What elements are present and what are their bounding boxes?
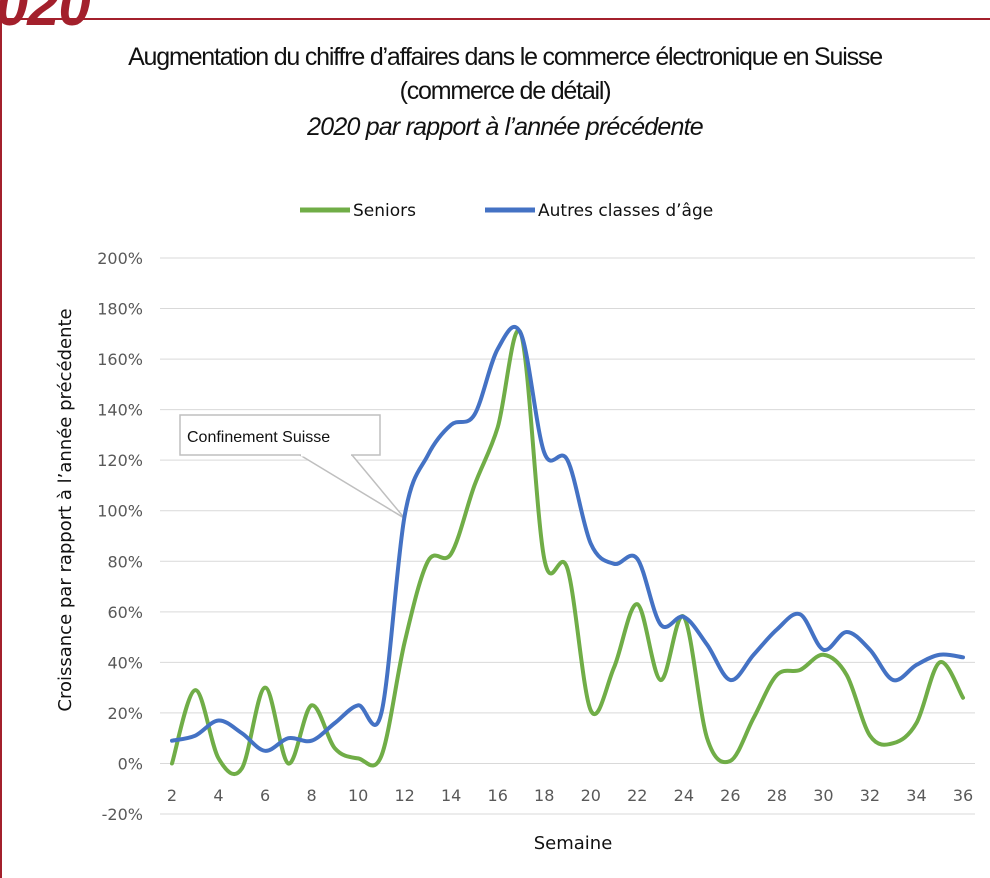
- corner-label: 020: [0, 0, 91, 38]
- x-tick-label: 22: [627, 786, 647, 805]
- x-tick-label: 4: [213, 786, 223, 805]
- x-tick-label: 20: [581, 786, 601, 805]
- y-tick-label: 160%: [97, 350, 143, 369]
- y-tick-labels: -20% 0% 20% 40% 60% 80% 100% 120% 140% 160% 180% 20…: [97, 249, 143, 824]
- gridlines: [160, 257, 975, 815]
- y-tick-label: 20%: [107, 704, 143, 723]
- legend-label-autres: Autres classes d’âge: [538, 201, 713, 221]
- x-tick-label: 32: [860, 786, 880, 805]
- y-tick-label: -20%: [102, 805, 143, 824]
- x-tick-label: 6: [260, 786, 270, 805]
- x-tick-label: 24: [674, 786, 694, 805]
- y-tick-label: 140%: [97, 401, 143, 420]
- chart-subtitle: 2020 par rapport à l’année précédente: [307, 113, 704, 141]
- legend-label-seniors: Seniors: [353, 201, 416, 221]
- x-axis-label: Semaine: [534, 833, 613, 854]
- y-tick-label: 80%: [107, 552, 143, 571]
- annotation-group: Confinement Suisse: [179, 414, 406, 519]
- x-tick-label: 8: [306, 786, 316, 805]
- top-rule: [0, 18, 990, 20]
- chart-title-block: Augmentation du chiffre d’affaires dans …: [30, 40, 980, 146]
- x-tick-label: 26: [720, 786, 740, 805]
- chart-title-line-1: Augmentation du chiffre d’affaires dans …: [128, 43, 883, 71]
- series-line-seniors: [170, 328, 965, 776]
- x-tick-label: 16: [488, 786, 508, 805]
- y-tick-label: 180%: [97, 300, 143, 319]
- y-tick-label: 100%: [97, 502, 143, 521]
- y-tick-label: 0%: [118, 754, 143, 773]
- x-tick-label: 30: [813, 786, 833, 805]
- left-rule: [0, 18, 2, 878]
- x-tick-label: 14: [441, 786, 461, 805]
- x-tick-label: 12: [394, 786, 414, 805]
- chart-title-line-2: (commerce de détail): [399, 77, 612, 105]
- legend: Seniors Autres classes d’âge: [300, 201, 713, 221]
- y-tick-label: 60%: [107, 603, 143, 622]
- x-tick-labels: 2 4 6 8 10 12 14 16 18 20 22 24 26 28 30 32 34 36: [167, 786, 973, 805]
- x-tick-label: 2: [167, 786, 177, 805]
- series-lines: [170, 325, 965, 776]
- x-tick-label: 36: [953, 786, 973, 805]
- x-tick-label: 28: [767, 786, 787, 805]
- annotation-text: Confinement Suisse: [187, 429, 330, 446]
- y-axis-label: Croissance par rapport à l’année précéde…: [55, 308, 76, 711]
- annotation-box: [179, 414, 381, 456]
- y-tick-label: 40%: [107, 653, 143, 672]
- y-tick-label: 120%: [97, 451, 143, 470]
- series-line-autres-classes: [170, 325, 965, 753]
- annotation-pointer: [297, 454, 406, 519]
- x-tick-label: 10: [348, 786, 368, 805]
- x-tick-label: 34: [906, 786, 926, 805]
- x-tick-label: 18: [534, 786, 554, 805]
- y-tick-label: 200%: [97, 249, 143, 268]
